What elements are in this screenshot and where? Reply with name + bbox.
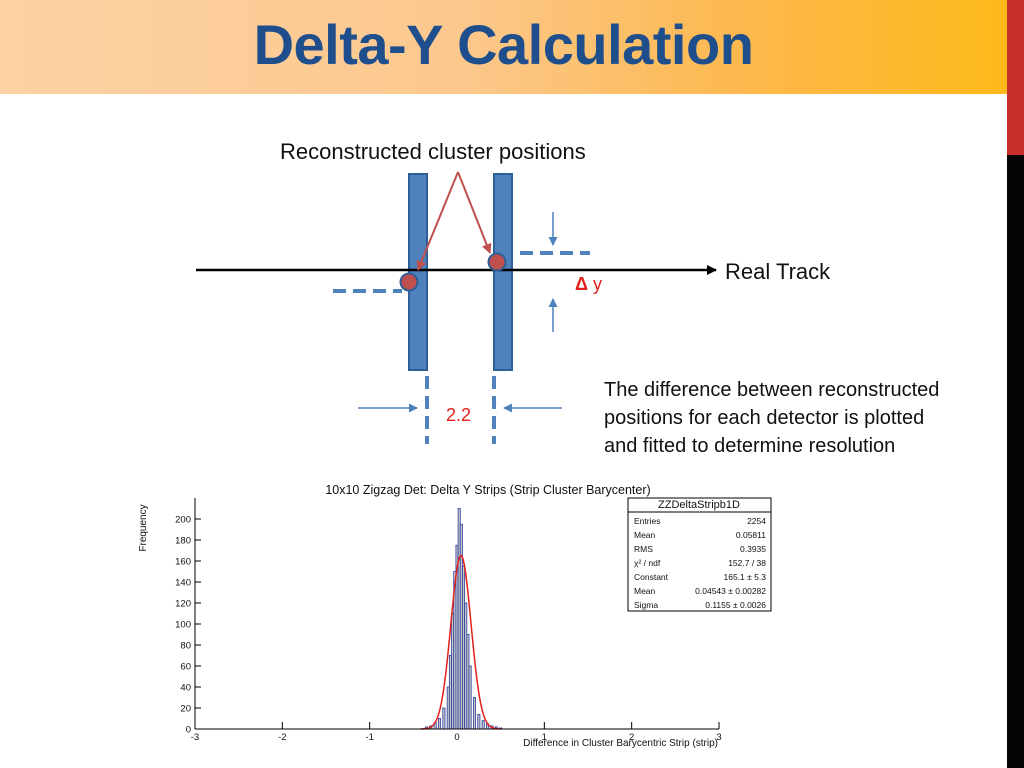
accent-bar-red [1007, 0, 1024, 155]
stats-row-label: Sigma [634, 600, 658, 610]
stats-row-label: χ² / ndf [634, 558, 661, 568]
y-tick-label: 140 [175, 578, 191, 589]
cluster-positions-label: Reconstructed cluster positions [280, 139, 586, 164]
histogram-bar [477, 713, 481, 730]
gaussian-fit-curve [420, 554, 502, 730]
x-tick-label: -1 [365, 732, 373, 743]
stats-row-label: Mean [634, 530, 656, 540]
y-tick-label: 120 [175, 599, 191, 610]
y-tick-label: 180 [175, 536, 191, 547]
detector-plane-1 [408, 173, 428, 371]
stats-title: ZZDeltaStripb1D [658, 499, 740, 511]
y-tick-label: 80 [180, 641, 191, 652]
real-track-label: Real Track [725, 259, 831, 284]
x-axis-label: Difference in Cluster Barycentric Strip … [523, 738, 718, 749]
y-axis-label: Frequency [138, 504, 149, 551]
title-banner [0, 0, 1007, 94]
cluster-arrow-2 [457, 171, 492, 254]
description-line: and fitted to determine resolution [604, 435, 896, 457]
description-line: positions for each detector is plotted [604, 407, 925, 429]
y-tick-label: 200 [175, 515, 191, 526]
delta-symbol: Δ [575, 274, 588, 294]
chart-title: 10x10 Zigzag Det: Delta Y Strips (Strip … [325, 483, 650, 497]
stats-row-value: 165.1 ± 5.3 [724, 572, 767, 582]
spacing-label: 2.2 [446, 405, 472, 425]
y-tick-label: 20 [180, 704, 191, 715]
x-tick-label: -3 [191, 732, 199, 743]
y-tick-label: 160 [175, 557, 191, 568]
stats-row-label: RMS [634, 544, 653, 554]
x-tick-label: -2 [278, 732, 286, 743]
detector-diagram [196, 171, 717, 444]
stats-row-label: Constant [634, 572, 669, 582]
stats-box: ZZDeltaStripb1D Entries 2254 Mean 0.05811 RM… [627, 497, 772, 612]
stats-row-value: 0.04543 ± 0.00282 [695, 586, 766, 596]
cluster-point-2 [487, 252, 507, 272]
histogram-bar [442, 707, 446, 730]
cluster-point-1 [399, 272, 419, 292]
stats-row-value: 2254 [747, 516, 766, 526]
x-tick-label: 3 [716, 732, 721, 743]
histogram-chart: 10x10 Zigzag Det: Delta Y Strips (Strip … [138, 483, 772, 749]
stats-row-label: Entries [634, 516, 660, 526]
y-tick-label: 0 [186, 725, 191, 736]
description-text: The difference between reconstructed pos… [604, 376, 1004, 460]
stats-row-value: 0.05811 [736, 530, 766, 540]
slide-title: Delta-Y Calculation [253, 13, 754, 76]
x-tick-label: 0 [454, 732, 459, 743]
histogram-bar [468, 665, 472, 730]
accent-bar-black [1007, 155, 1024, 768]
histogram-bar [481, 720, 485, 730]
cluster-arrow-1 [416, 171, 459, 271]
description-line: The difference between reconstructed [604, 379, 940, 401]
detector-plane-2 [493, 173, 513, 371]
stats-row-value: 0.1155 ± 0.0026 [705, 600, 766, 610]
y-tick-label: 40 [180, 683, 191, 694]
stats-row-value: 152.7 / 38 [728, 558, 766, 568]
y-tick-label: 100 [175, 620, 191, 631]
y-tick-label: 60 [180, 662, 191, 673]
stats-row-value: 0.3935 [740, 544, 766, 554]
histogram-bar [472, 697, 476, 730]
stats-row-label: Mean [634, 586, 656, 596]
delta-var: y [592, 274, 602, 294]
x-tick-label: 1 [542, 732, 547, 743]
x-tick-label: 2 [629, 732, 634, 743]
histogram-bar [438, 718, 442, 730]
delta-y-label: Δ y [575, 274, 602, 295]
